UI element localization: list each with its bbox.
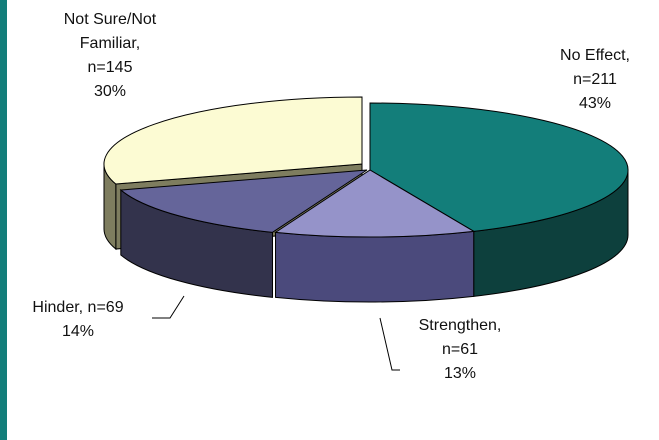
label-hinder: Hinder, n=69 14%	[8, 296, 148, 344]
label-not-sure-line-4: 30%	[93, 83, 127, 100]
slice-top-no-effect	[369, 102, 629, 232]
label-no-effect-line-1: No Effect,	[560, 47, 630, 64]
label-strengthen-line-1: Strengthen,	[418, 317, 502, 334]
label-strengthen-line-2: n=61	[441, 341, 479, 358]
slice-top-strengthen	[274, 169, 476, 238]
label-not-sure: Not Sure/Not Familiar, n=145 30%	[40, 8, 180, 104]
label-not-sure-line-3: n=145	[87, 59, 133, 76]
leader-line-hinder	[152, 295, 185, 319]
slice-top-not-sure	[103, 96, 363, 185]
leader-line-strengthen	[379, 317, 400, 371]
label-not-sure-line-2: Familiar,	[79, 35, 141, 52]
left-accent-bar	[0, 0, 7, 440]
label-no-effect: No Effect, n=211 43%	[540, 44, 650, 116]
label-no-effect-line-3: 43%	[578, 95, 612, 112]
label-no-effect-line-2: n=211	[573, 71, 617, 88]
label-hinder-line-1: Hinder, n=69	[32, 299, 124, 316]
slice-side-strengthen	[275, 230, 475, 303]
label-not-sure-line-1: Not Sure/Not	[63, 11, 157, 28]
label-hinder-line-2: 14%	[61, 323, 95, 340]
label-strengthen-line-3: 13%	[443, 365, 477, 382]
slice-top-hinder	[119, 169, 368, 233]
label-strengthen: Strengthen, n=61 13%	[400, 314, 520, 386]
